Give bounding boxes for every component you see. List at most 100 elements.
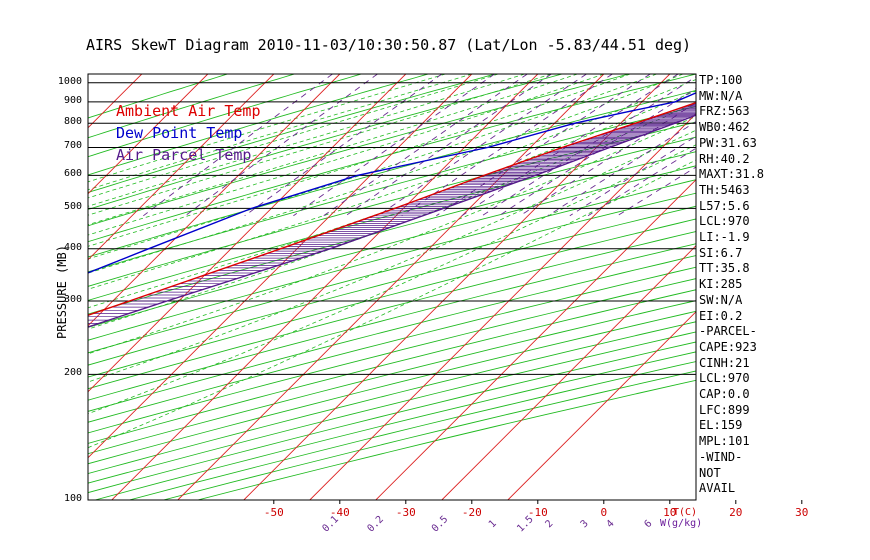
dewpoint-line	[88, 92, 696, 274]
mixing-ratio-line	[345, 74, 552, 217]
dry-adiabat-line	[88, 151, 696, 315]
bottom-temp-tick-label: -40	[330, 506, 350, 519]
index-entry: LCL:970	[699, 214, 750, 229]
plot-frame	[87, 73, 697, 501]
mixing-ratio-label: 3	[579, 518, 591, 530]
bottom-temp-tick-label: -30	[396, 506, 416, 519]
mixing-ratio-line	[519, 102, 696, 217]
y-axis-label: PRESSURE (MB)	[55, 245, 69, 339]
mixing-ratio-label: 0.5	[430, 514, 451, 535]
index-entry: CINH:21	[699, 355, 750, 370]
dry-adiabat-line	[88, 255, 696, 412]
temperature-unit-label: T(C)	[673, 507, 698, 518]
mixing-ratio-line	[323, 74, 528, 217]
mixing-ratio-unit-label: W(g/kg)	[660, 518, 703, 529]
moist-adiabat-line	[88, 74, 684, 274]
dry-adiabat-line	[88, 278, 696, 434]
mixing-ratio-line	[377, 74, 587, 217]
moist-adiabat-line	[88, 90, 696, 309]
moist-adiabat-line	[88, 79, 696, 290]
dry-adiabat-line	[88, 218, 696, 378]
isotherm-line	[309, 113, 696, 500]
index-entry: KI:285	[699, 277, 743, 292]
index-entry: PW:31.63	[699, 135, 757, 150]
bottom-temp-tick-label: -10	[528, 506, 548, 519]
bottom-temp-tick-label: 20	[729, 506, 742, 519]
dry-adiabat-line	[88, 300, 696, 455]
dry-adiabat-line	[197, 379, 696, 500]
isotherm-line	[88, 74, 473, 459]
index-entry: MPL:101	[699, 434, 750, 449]
mixing-ratio-line	[244, 74, 443, 217]
chart-title: AIRS SkewT Diagram 2010-11-03/10:30:50.8…	[86, 36, 692, 54]
mixing-ratio-line	[481, 76, 696, 217]
moist-adiabat-line	[88, 74, 472, 191]
dry-adiabat-line	[88, 74, 696, 243]
mixing-ratio-line	[498, 87, 696, 217]
index-entry: -WIND-	[699, 449, 743, 464]
index-entry: NOT	[699, 465, 721, 480]
isotherm-line	[88, 74, 209, 195]
pressure-tick-label: 800	[63, 116, 82, 128]
bottom-temp-tick-label: -20	[462, 506, 482, 519]
index-entry: -PARCEL-	[699, 324, 757, 339]
index-entry: AVAIL	[699, 481, 736, 496]
dry-adiabat-line	[88, 74, 496, 193]
pressure-tick-label: 700	[63, 140, 82, 152]
bottom-temp-tick-label: 30	[795, 506, 808, 519]
mixing-ratio-line	[401, 74, 613, 217]
isotherm-line	[88, 74, 341, 327]
mixing-ratio-label: 1	[487, 518, 499, 530]
dry-adiabat-line	[88, 321, 696, 475]
dry-adiabat-line	[88, 165, 696, 328]
dry-adiabat-line	[88, 205, 696, 366]
mixing-ratio-label: 6	[642, 518, 654, 530]
bottom-temp-tick-label: -50	[264, 506, 284, 519]
dry-adiabat-line	[88, 121, 696, 287]
dry-adiabat-line	[88, 74, 228, 119]
dry-adiabat-line	[88, 192, 696, 354]
moist-adiabat-line	[88, 74, 525, 207]
dry-adiabat-line	[88, 266, 696, 423]
index-entry: CAP:0.0	[699, 387, 750, 401]
pressure-tick-label: 200	[63, 367, 82, 379]
moist-adiabat-line	[88, 74, 578, 226]
isotherm-line	[441, 245, 696, 500]
sounding-series	[88, 92, 696, 328]
index-entry: SI:6.7	[699, 245, 743, 260]
index-entry: CAPE:923	[699, 339, 757, 354]
isotherm-line	[88, 74, 275, 261]
dry-adiabat-line	[88, 74, 295, 139]
index-entry: MW:N/A	[699, 88, 743, 103]
pressure-tick-label: 100	[63, 493, 82, 504]
parcel-line	[88, 114, 696, 328]
dry-adiabat-line	[88, 74, 362, 158]
mixing-ratio-line	[184, 74, 378, 217]
index-entry: LI:-1.9	[699, 230, 750, 244]
legend-ambient: Ambient Air Temp	[116, 102, 261, 120]
dry-adiabat-line	[88, 310, 696, 465]
index-entry: WB0:462	[699, 120, 750, 135]
moist-adiabat-line	[88, 74, 499, 199]
moist-adiabat-line	[88, 74, 657, 260]
dry-adiabat-line	[88, 106, 696, 273]
isotherm-line	[0, 74, 10, 500]
index-entry: TT:35.8	[699, 261, 750, 276]
mixing-ratio-label: 4	[605, 518, 617, 530]
moist-adiabat-line	[88, 115, 696, 355]
index-entry: TP:100	[699, 73, 743, 87]
isotherm-line	[375, 179, 696, 500]
index-entry: LCL:970	[699, 371, 750, 386]
mixing-ratio-line	[617, 166, 696, 217]
index-entry: L57:5.6	[699, 198, 750, 213]
dry-adiabat-line	[88, 74, 429, 176]
index-entry: MAXT:31.8	[699, 167, 765, 182]
isotherm-line	[111, 74, 539, 500]
isotherm-line	[507, 311, 696, 500]
index-entry: EL:159	[699, 418, 743, 433]
mixing-ratio-line	[436, 74, 651, 217]
legend-dewpoint: Dew Point Temp	[116, 124, 243, 142]
cape-hatch	[88, 102, 696, 328]
pressure-tick-label: 300	[63, 293, 82, 305]
